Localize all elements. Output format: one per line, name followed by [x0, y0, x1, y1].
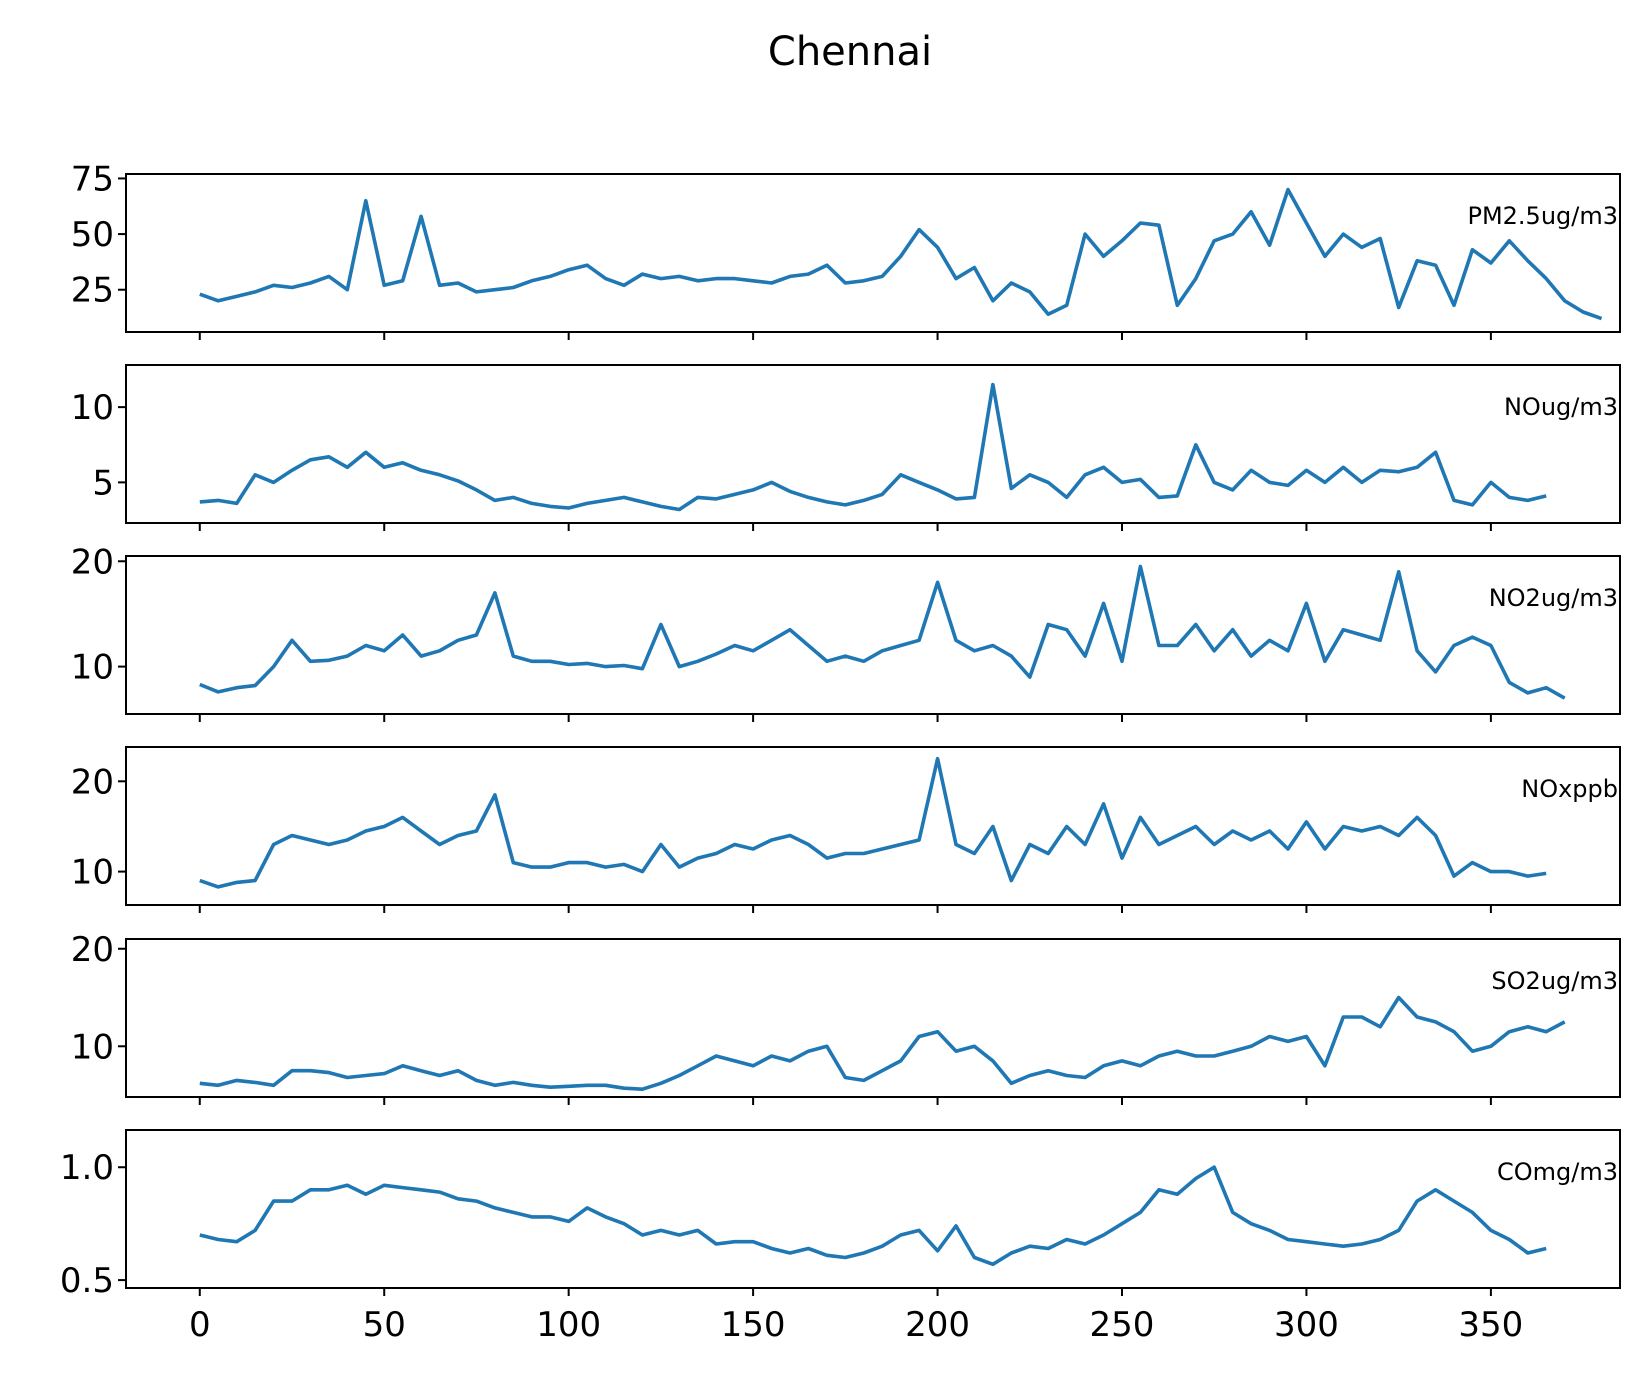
x-tick-label: 0 [189, 1305, 211, 1345]
series-line-4-1 [199, 756, 1547, 889]
subplot-3: NO2ug/m3 10 20 [71, 542, 1621, 722]
y-tick-label: 10 [71, 388, 114, 428]
x-tick-label: 100 [536, 1305, 601, 1345]
subplot-2: NOug/m3 5 10 [71, 364, 1621, 531]
y-tick-label: 20 [71, 930, 114, 970]
axes-frame [125, 555, 1621, 715]
x-tick-label: 50 [363, 1305, 406, 1345]
y-tick-label: 10 [71, 853, 114, 893]
series-line-1-1 [199, 187, 1603, 321]
series-label: NOug/m3 [1504, 393, 1618, 421]
subplot-stack: PM2.5ug/m3255075NOug/m3510NO2ug/m31020NO… [60, 159, 1621, 1345]
subplot-1: PM2.5ug/m3 25 50 75 [71, 159, 1621, 340]
x-tick-label: 300 [1274, 1305, 1339, 1345]
y-tick-label: 75 [71, 159, 114, 199]
series-line-2-1 [199, 382, 1547, 512]
x-tick-label: 150 [721, 1305, 786, 1345]
series-label: PM2.5ug/m3 [1467, 202, 1618, 230]
y-tick-label: 1.0 [60, 1148, 114, 1188]
series-label: NOxppb [1521, 775, 1618, 803]
series-label: COmg/m3 [1497, 1158, 1618, 1186]
x-tick-label: 250 [1090, 1305, 1155, 1345]
subplot-5: SO2ug/m3 10 20 [71, 930, 1621, 1105]
x-tick-label: 350 [1458, 1305, 1523, 1345]
y-tick-label: 25 [71, 271, 114, 311]
series-line-6-1 [199, 1165, 1547, 1267]
axes-frame [125, 938, 1621, 1098]
axes-frame [125, 746, 1621, 906]
axes-frame [125, 1129, 1621, 1289]
y-tick-label: 20 [71, 762, 114, 802]
series-line-3-1 [199, 564, 1566, 700]
series-label: SO2ug/m3 [1491, 967, 1618, 995]
y-tick-label: 50 [71, 215, 114, 255]
x-tick-label: 200 [905, 1305, 970, 1345]
axes-frame [125, 173, 1621, 333]
axes-frame [125, 364, 1621, 524]
y-tick-label: 5 [92, 463, 114, 503]
series-line-5-1 [199, 995, 1566, 1091]
subplot-6: COmg/m3 0.5 1.0 0 50 100 150 200 250 300 350 [60, 1129, 1621, 1345]
y-tick-label: 10 [71, 648, 114, 688]
figure-title: Chennai [768, 29, 932, 75]
y-tick-label: 0.5 [60, 1261, 114, 1301]
y-tick-label: 10 [71, 1027, 114, 1067]
y-tick-label: 20 [71, 542, 114, 582]
series-label: NO2ug/m3 [1489, 584, 1618, 612]
subplot-4: NOxppb 10 20 [71, 746, 1621, 913]
